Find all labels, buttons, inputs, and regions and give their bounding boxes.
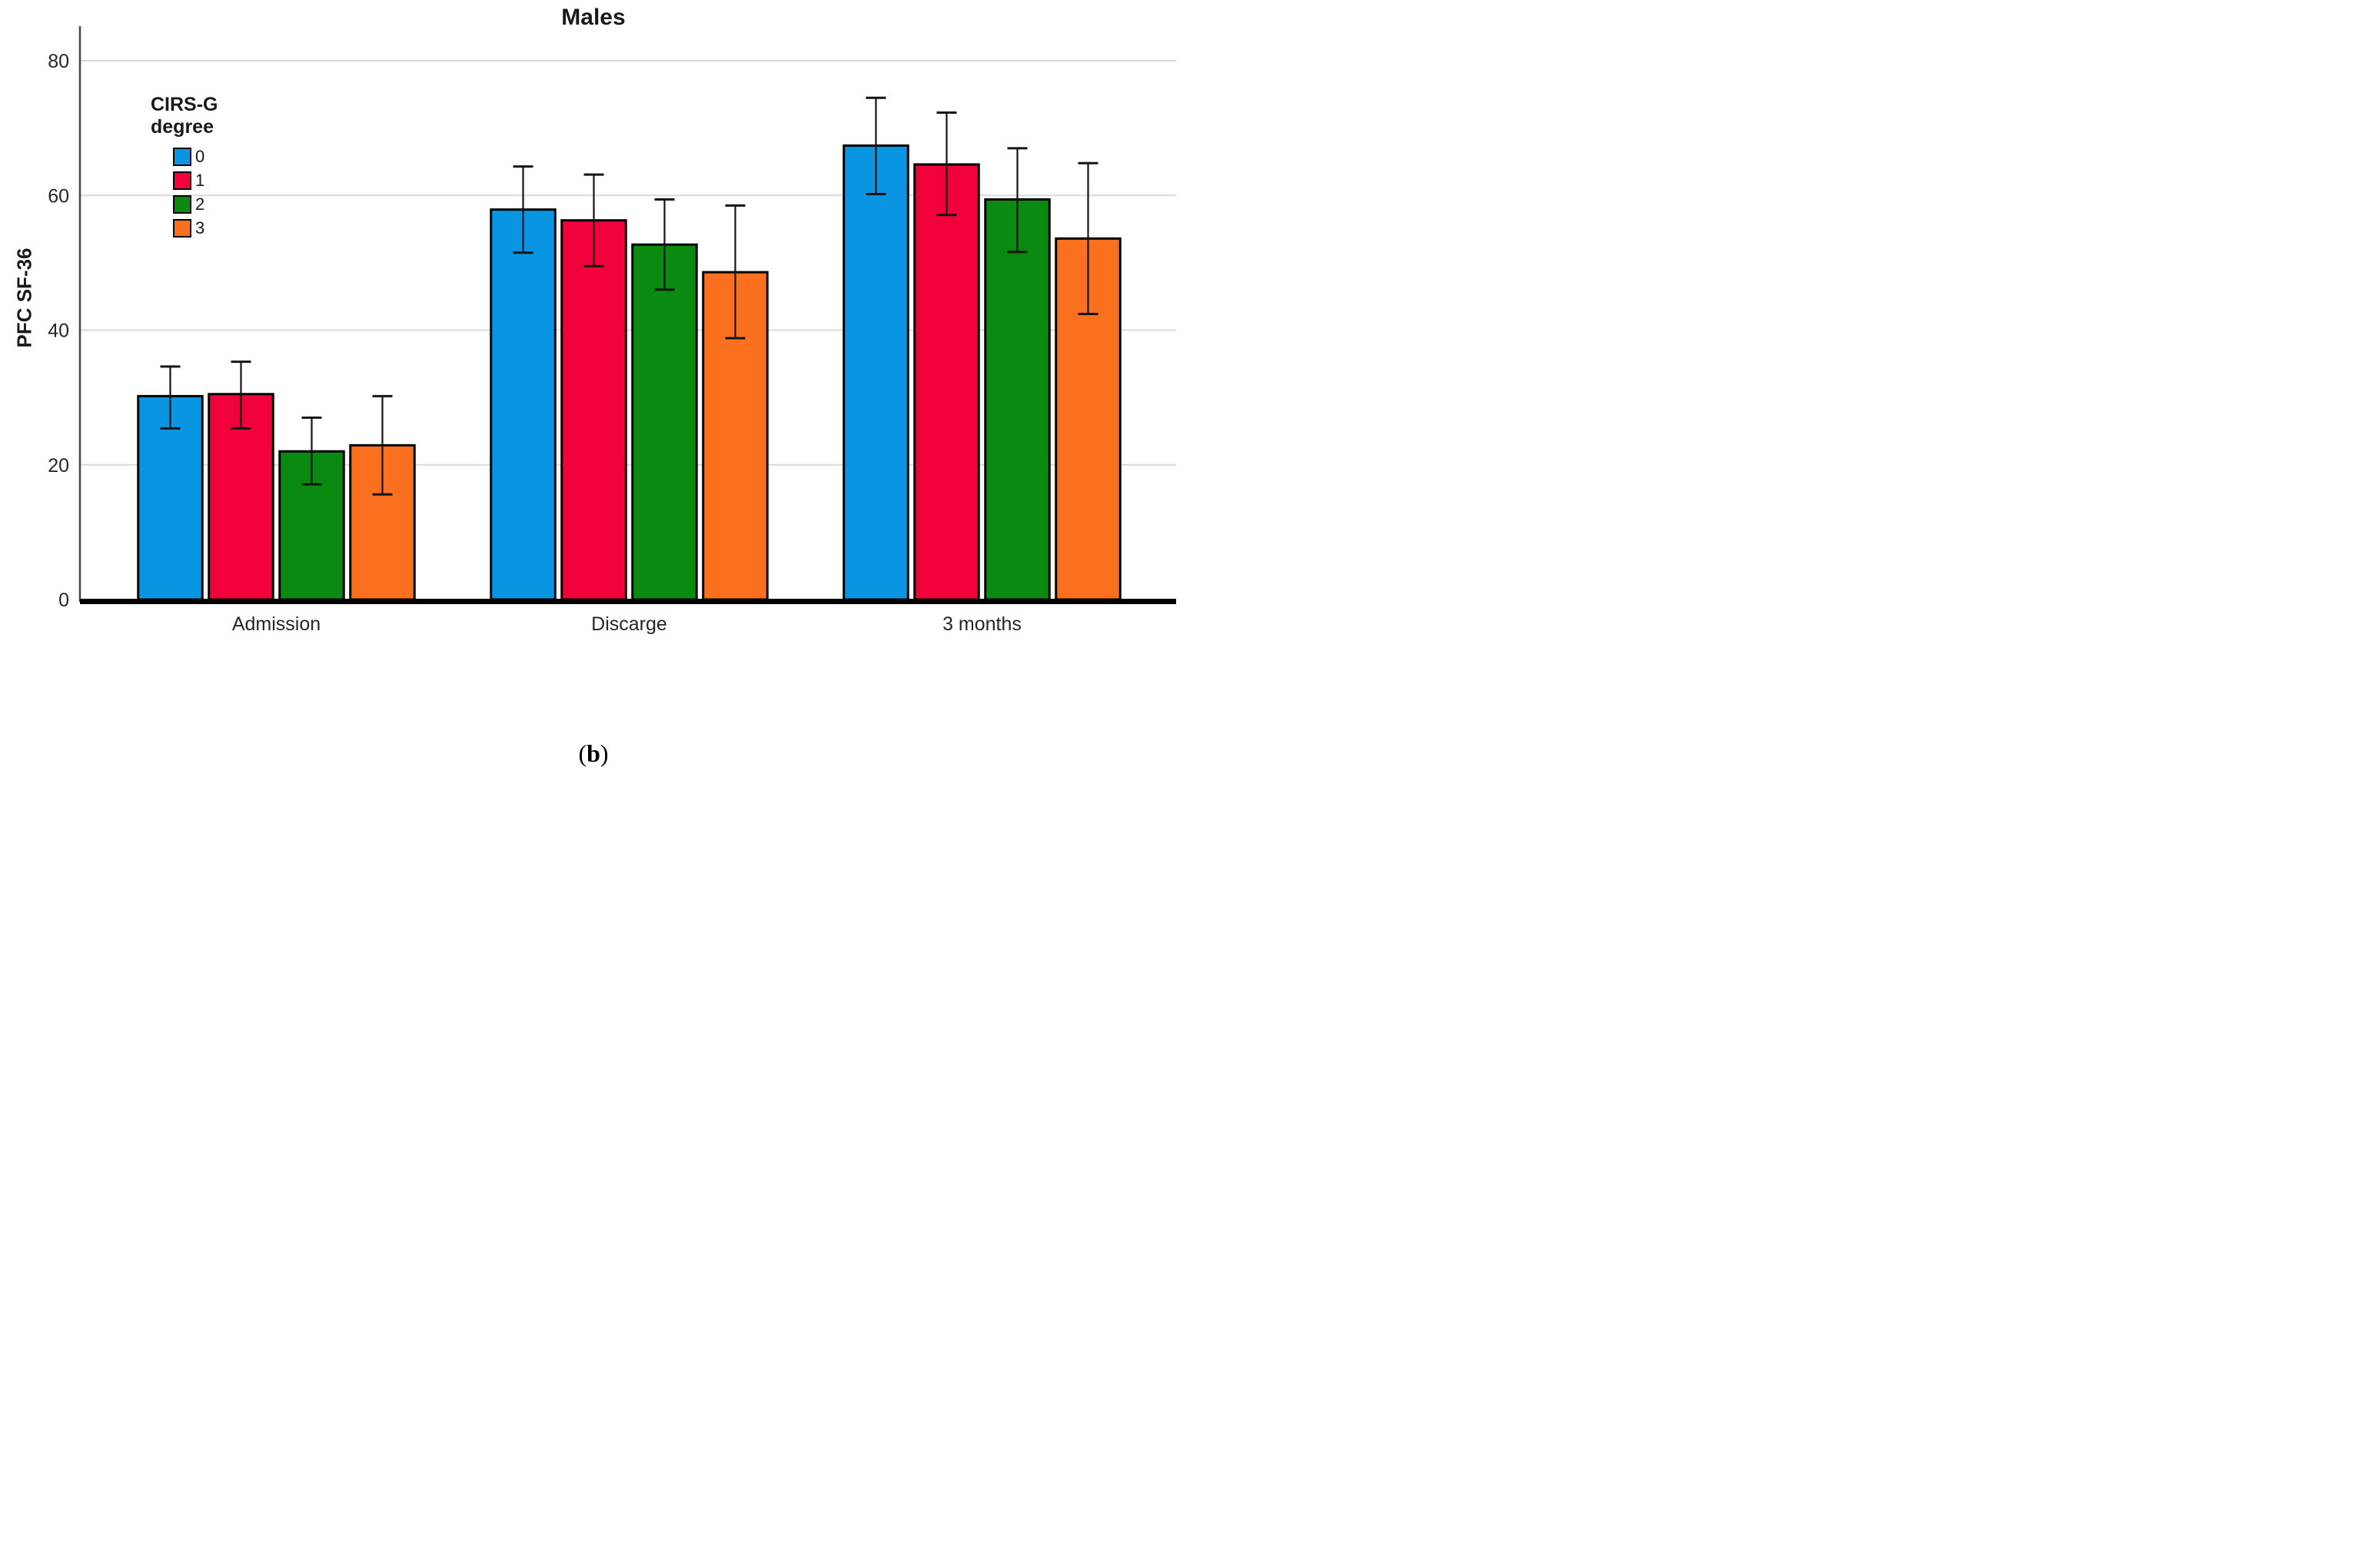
legend-item-label: 2 bbox=[195, 194, 205, 214]
caption-letter: b bbox=[587, 739, 600, 767]
bar-Discarge-deg0 bbox=[490, 208, 557, 601]
y-tick-label-60: 60 bbox=[48, 185, 69, 207]
legend-item-2: 2 bbox=[173, 194, 218, 214]
y-tick-label-0: 0 bbox=[58, 590, 69, 611]
legend-item-3: 3 bbox=[173, 218, 218, 238]
legend-swatch-icon bbox=[173, 148, 191, 166]
legend-swatch-icon bbox=[173, 195, 191, 214]
chart-title: Males bbox=[561, 5, 626, 30]
bar-Discarge-deg1 bbox=[560, 219, 627, 601]
bar-3 months-deg1 bbox=[913, 163, 980, 601]
legend-swatch-icon bbox=[173, 219, 191, 238]
legend: CIRS-G degree 0 1 2 3 bbox=[151, 94, 218, 243]
bar-3 months-deg0 bbox=[843, 144, 909, 601]
legend-swatch-icon bbox=[173, 171, 191, 190]
x-category-label: Discarge bbox=[591, 613, 667, 635]
legend-item-label: 0 bbox=[195, 147, 205, 166]
caption-close-paren: ) bbox=[600, 739, 609, 767]
legend-item-label: 1 bbox=[195, 171, 205, 190]
x-category-label: Admission bbox=[232, 613, 321, 635]
x-category-label: 3 months bbox=[942, 613, 1022, 635]
y-tick-label-40: 40 bbox=[48, 321, 69, 342]
legend-items: 0 1 2 3 bbox=[173, 147, 218, 238]
y-axis-label: PFC SF-36 bbox=[12, 247, 36, 348]
legend-item-label: 3 bbox=[195, 218, 205, 238]
y-tick-label-20: 20 bbox=[48, 455, 69, 477]
legend-item-0: 0 bbox=[173, 147, 218, 166]
legend-title-line1: CIRS-G bbox=[151, 94, 218, 115]
caption-open-paren: ( bbox=[578, 739, 587, 767]
bar-Admission-deg2 bbox=[278, 450, 345, 601]
bar-Discarge-deg2 bbox=[631, 243, 698, 601]
legend-title-line2: degree bbox=[151, 116, 214, 138]
caption: (b) bbox=[0, 739, 1187, 768]
bar-Admission-deg0 bbox=[137, 394, 204, 601]
figure-panel-b: Males 0 20 40 60 80 Admission Discarge 3 months… bbox=[0, 0, 1187, 784]
bar-3 months-deg2 bbox=[984, 198, 1051, 601]
legend-title: CIRS-G degree bbox=[151, 94, 218, 138]
legend-item-1: 1 bbox=[173, 171, 218, 190]
y-tick-label-80: 80 bbox=[48, 51, 69, 72]
